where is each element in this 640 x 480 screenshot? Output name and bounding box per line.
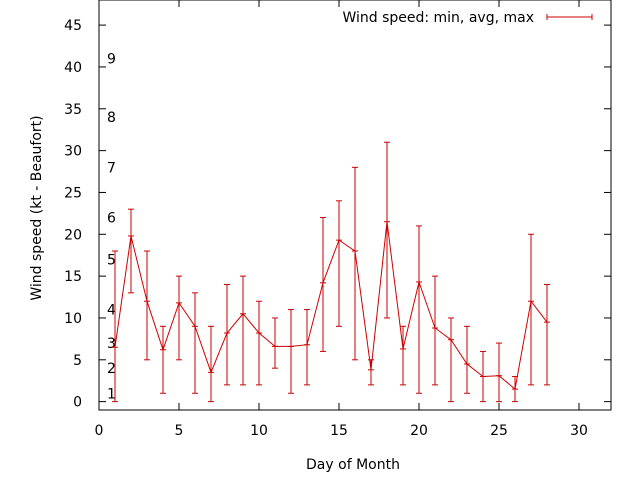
beaufort-label: 3 [107, 336, 116, 352]
y-tick-label: 5 [73, 353, 82, 369]
x-tick-label: 15 [330, 423, 348, 439]
beaufort-label: 7 [107, 160, 116, 176]
beaufort-label: 2 [107, 361, 116, 377]
beaufort-label: 6 [107, 211, 116, 227]
y-tick-label: 40 [64, 60, 82, 76]
y-axis-label: Wind speed (kt - Beaufort) [29, 115, 45, 300]
x-tick-label: 5 [175, 423, 184, 439]
beaufort-label: 9 [107, 52, 116, 68]
x-tick-label: 30 [570, 423, 588, 439]
y-tick-label: 30 [64, 144, 82, 160]
beaufort-label: 4 [107, 303, 116, 319]
x-axis-label: Day of Month [306, 457, 400, 473]
beaufort-labels: 1 2 3 4 5 6 7 8 9 [107, 52, 116, 403]
y-tick-label: 25 [64, 185, 82, 201]
y-tick-label: 20 [64, 227, 82, 243]
x-tick-label: 10 [250, 423, 268, 439]
x-tick-label: 0 [95, 423, 104, 439]
y-tick-label: 45 [64, 18, 82, 34]
y-tick-label: 10 [64, 311, 82, 327]
data-series [112, 141, 550, 403]
y-tick-label: 0 [73, 395, 82, 411]
x-tick-label: 25 [490, 423, 508, 439]
plot-frame [98, 0, 612, 411]
series-line [114, 221, 548, 391]
y-tick-label: 35 [64, 102, 82, 118]
beaufort-label: 5 [107, 252, 116, 268]
beaufort-label: 8 [107, 110, 116, 126]
x-tick-label: 20 [410, 423, 428, 439]
beaufort-label: 1 [107, 386, 116, 402]
legend-label: Wind speed: min, avg, max [342, 10, 534, 26]
y-tick-label: 15 [64, 269, 82, 285]
legend: Wind speed: min, avg, max [342, 10, 593, 26]
